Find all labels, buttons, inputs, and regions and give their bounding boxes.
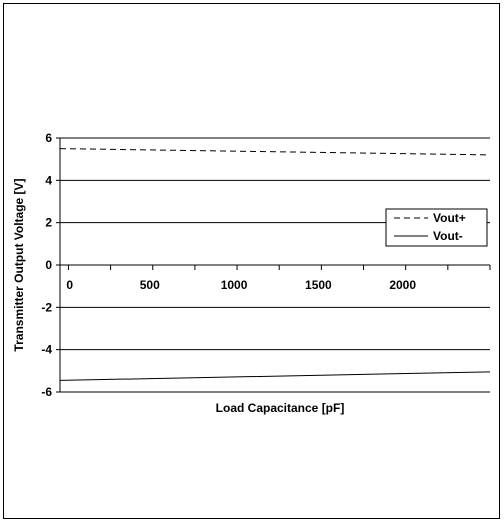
legend-box — [385, 208, 488, 247]
series-line-vout-minus — [59, 371, 491, 381]
y-tick-label: -2 — [41, 300, 52, 314]
y-axis-label: Transmitter Output Voltage [V] — [12, 178, 26, 351]
legend-label-vout-plus: Vout+ — [433, 211, 466, 225]
y-tick-label: 0 — [45, 258, 52, 272]
ticks: -6 -4 -2 0 2 4 6 0 500 1000 1500 2000 — [41, 131, 491, 399]
y-tick-label: 4 — [45, 173, 52, 187]
series-line-vout-plus — [59, 148, 491, 156]
axes — [59, 138, 490, 393]
y-tick-label: -4 — [41, 343, 52, 357]
grid-lines — [60, 137, 490, 351]
series-lines — [59, 148, 491, 381]
legend: Vout+ Vout- — [385, 208, 488, 247]
x-tick-label: 1500 — [305, 278, 332, 292]
legend-label-vout-minus: Vout- — [433, 229, 463, 243]
x-tick-label: 500 — [140, 278, 160, 292]
y-tick-label: 2 — [45, 216, 52, 230]
x-axis-label: Load Capacitance [pF] — [216, 401, 345, 415]
x-tick-label: 1000 — [221, 278, 248, 292]
figure-frame — [3, 3, 500, 519]
x-tick-label: 2000 — [389, 278, 416, 292]
x-tick-label: 0 — [66, 278, 73, 292]
y-tick-label: 6 — [45, 131, 52, 145]
y-tick-label: -6 — [41, 385, 52, 399]
